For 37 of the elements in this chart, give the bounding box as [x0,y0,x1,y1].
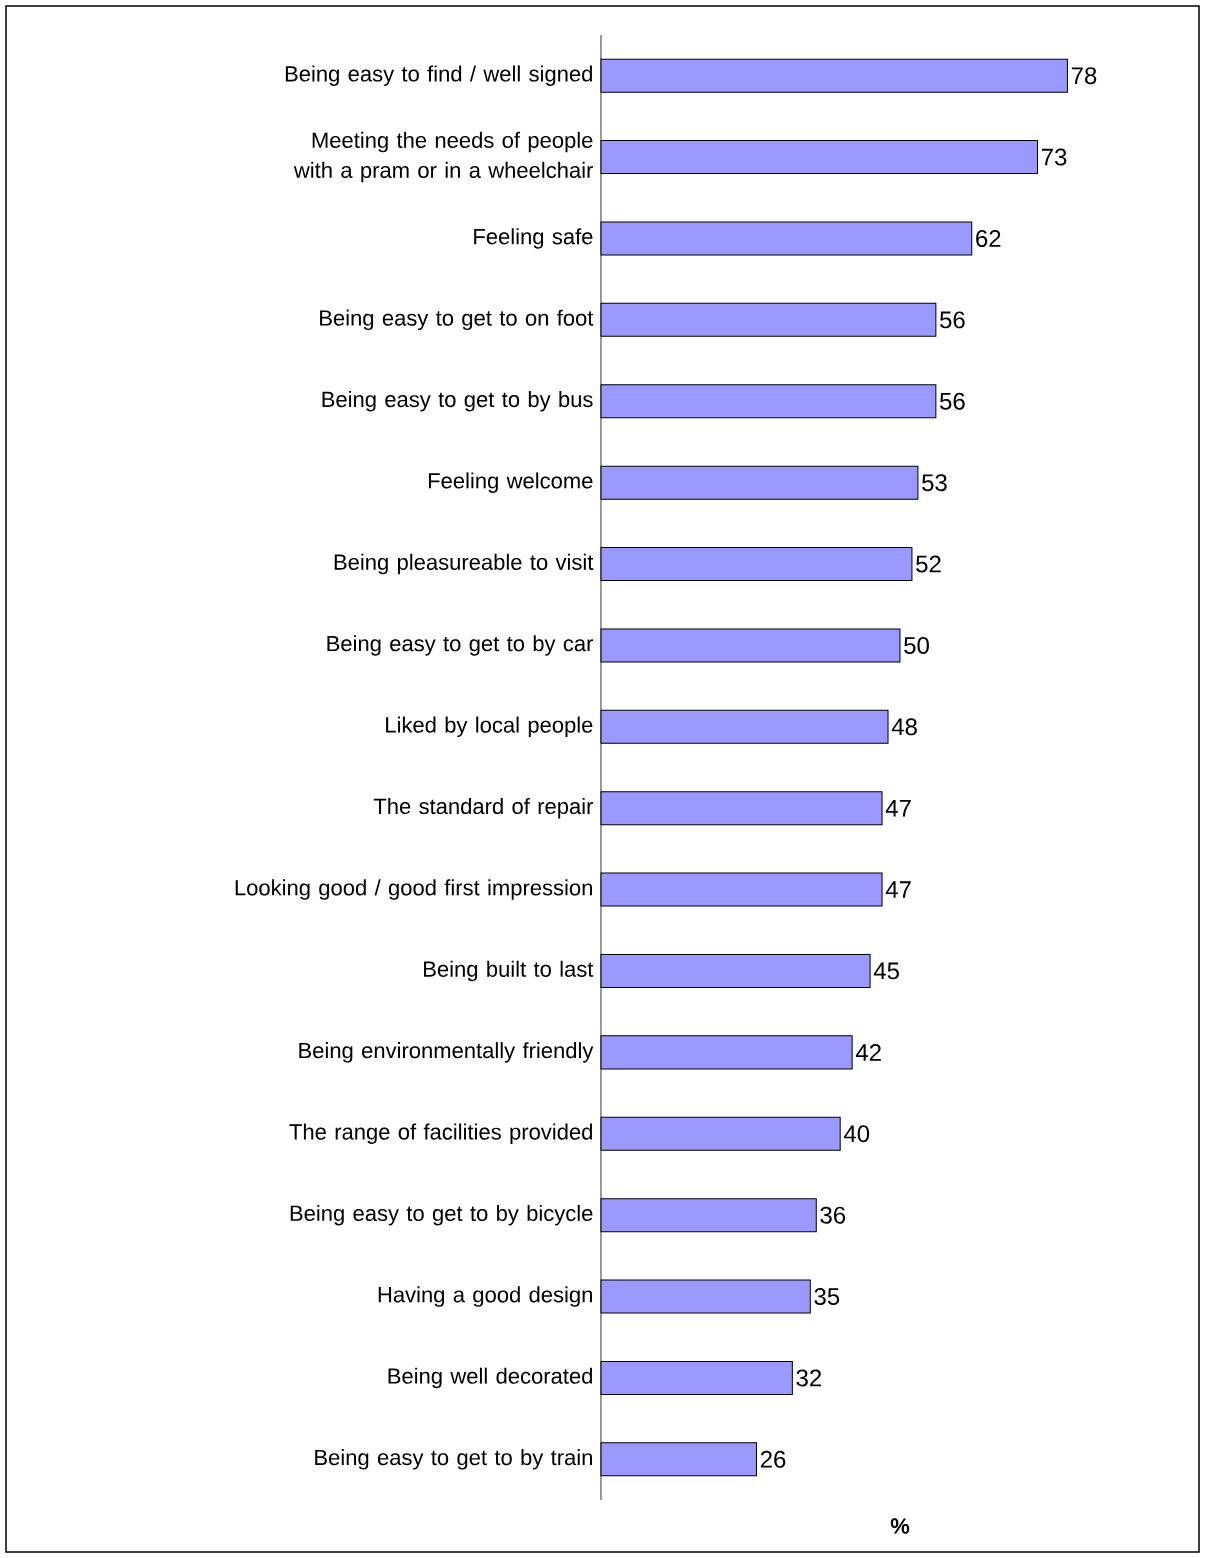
data-label: 52 [916,555,941,573]
y-tick-label: Meeting the needs of people with a pram or in a wheelchair [293,131,594,183]
data-label: 47 [885,881,911,898]
y-tick-label: Being easy to get to by bicycle [290,1204,593,1226]
y-tick-label: Being well decorated [388,1367,592,1389]
data-label: 73 [1041,148,1067,166]
data-label: 26 [760,1450,786,1468]
data-label: 50 [904,636,929,654]
data-label: 42 [855,1044,881,1061]
y-tick-label: Being easy to get to on foot [320,309,594,331]
y-tick-label: Looking good / good first impression [235,879,592,900]
y-tick-label: Being easy to get to by bus [322,390,593,412]
y-tick-label: Being easy to get to by train [315,1449,592,1470]
y-tick-label: Having a good design [378,1286,592,1307]
y-tick-label: Being easy to find / well signed [285,65,592,86]
y-tick-label: Being environmentally friendly [299,1042,594,1063]
y-tick-label: The standard of repair [373,797,594,819]
data-label: 62 [976,229,1001,247]
data-label: 56 [940,392,965,410]
y-tick-label: The range of facilities provided [289,1123,592,1145]
y-tick-label: Liked by local people [386,716,593,738]
y-tick-label: Feeling welcome [428,472,593,493]
data-label: 45 [873,962,899,980]
data-label: 48 [891,718,917,736]
y-tick-label: Being easy to get to by car [327,635,594,656]
data-label: 53 [922,474,947,492]
y-tick-label: Being pleasureable to visit [334,553,594,575]
y-tick-label: Being built to last [424,960,594,982]
x-axis-title: % [890,1518,910,1534]
data-label: 47 [885,799,911,817]
data-label: 35 [814,1288,840,1306]
data-label: 56 [940,311,965,329]
data-label: 32 [796,1369,822,1387]
y-tick-label: Feeling safe [474,228,593,249]
data-label: 36 [820,1206,846,1224]
data-label: 78 [1071,67,1097,85]
data-label: 40 [843,1125,870,1143]
